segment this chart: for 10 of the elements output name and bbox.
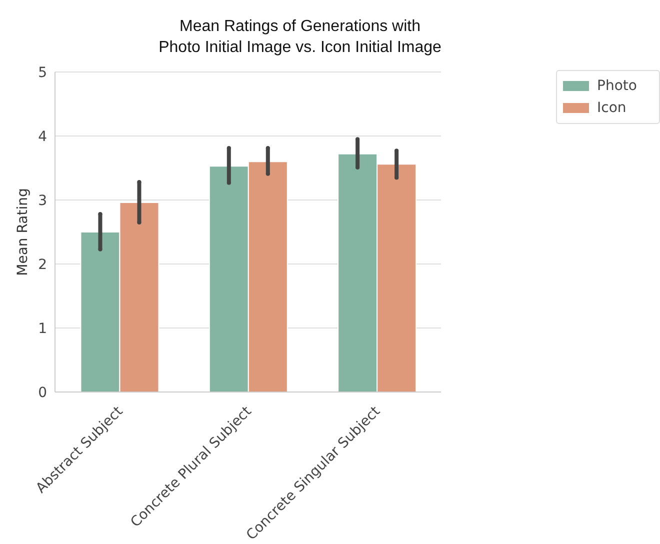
legend-label: Icon — [597, 100, 626, 116]
y-tick-label: 1 — [38, 320, 47, 337]
y-tick-label: 2 — [38, 256, 47, 273]
chart-title: Mean Ratings of Generations with Photo Initial Image vs. Icon Initial Image — [158, 17, 442, 58]
y-axis-title: Mean Rating — [14, 188, 31, 276]
y-tick-label: 5 — [38, 64, 47, 81]
y-tick-label: 3 — [38, 192, 47, 209]
legend-label: Photo — [597, 78, 637, 94]
y-tick-label: 0 — [38, 384, 47, 401]
y-tick-label: 4 — [38, 128, 48, 145]
